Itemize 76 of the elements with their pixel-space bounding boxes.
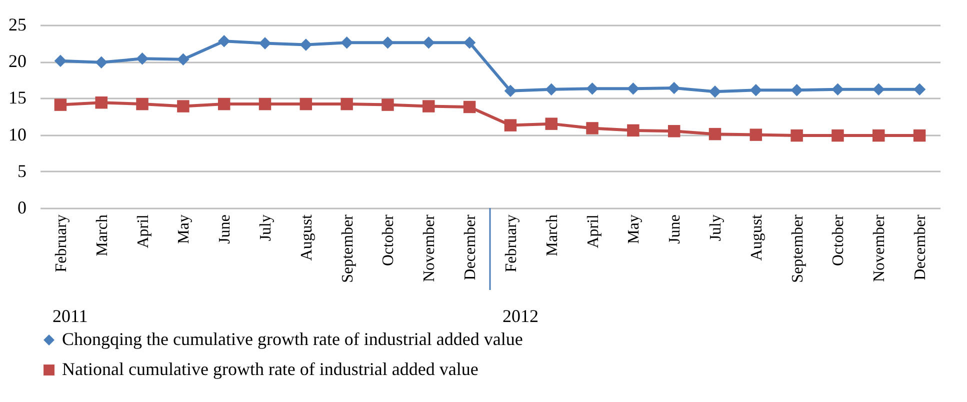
legend-label: Chongqing the cumulative growth rate of industrial added value (62, 329, 523, 349)
point (668, 125, 680, 138)
point (913, 129, 926, 142)
point (136, 98, 148, 110)
point (340, 36, 353, 49)
text: 2011 (52, 306, 88, 326)
point (708, 128, 722, 140)
point (545, 118, 558, 130)
point (790, 84, 803, 96)
point (340, 98, 353, 110)
point (463, 36, 476, 49)
legend-label: National cumulative growth rate of industrial added value (62, 359, 478, 379)
text: 2012 (502, 306, 538, 326)
point (872, 83, 885, 96)
x-tick-label: September (789, 214, 806, 283)
point (504, 119, 517, 132)
point (627, 82, 640, 95)
point (832, 129, 844, 142)
x-tick-label: March (94, 214, 111, 256)
point (463, 100, 476, 114)
point (832, 83, 844, 96)
point (300, 38, 312, 51)
x-tick-label: August (298, 214, 316, 261)
point (422, 36, 435, 49)
x-tick-label: October (830, 214, 848, 266)
point (504, 84, 517, 98)
point (422, 100, 435, 112)
point (382, 36, 394, 49)
x-tick-label: December (912, 214, 930, 280)
x-tick-label: December (462, 214, 480, 280)
point (668, 82, 680, 94)
y-tick-label: 25 (8, 14, 26, 34)
x-tick-label: May (626, 214, 643, 244)
point (54, 54, 67, 67)
point (750, 84, 762, 96)
point (913, 83, 926, 96)
y-tick-label: 0 (18, 198, 26, 218)
x-tick-label: August (748, 214, 766, 261)
x-tick-label: September (339, 214, 356, 283)
x-tick-label: March (544, 214, 561, 256)
x-tick-label: November (421, 214, 438, 282)
point (586, 122, 598, 134)
x-tick-label: November (871, 214, 888, 282)
point (136, 52, 148, 65)
x-tick-label: May (176, 214, 193, 244)
point (95, 56, 108, 68)
x-tick-label: February (52, 214, 70, 272)
y-tick-label: 5 (18, 160, 26, 181)
point (54, 98, 67, 111)
y-tick-label: 10 (8, 124, 26, 144)
point (218, 34, 230, 48)
point (95, 96, 108, 109)
point (790, 129, 803, 142)
point (300, 98, 312, 110)
x-tick-label: July (708, 214, 724, 242)
point (545, 83, 558, 96)
x-tick-label: April (134, 214, 152, 248)
x-tick-label: April (584, 214, 602, 248)
point (177, 53, 190, 66)
y-tick-label: 20 (8, 51, 26, 72)
point (750, 128, 762, 141)
x-tick-label: July (258, 214, 274, 242)
point (708, 85, 722, 98)
point (382, 98, 394, 111)
x-tick-label: June (666, 214, 684, 244)
point (627, 124, 640, 137)
point (258, 37, 272, 50)
x-tick-label: February (502, 214, 520, 272)
point (258, 98, 272, 110)
y-tick-label: 15 (8, 88, 26, 108)
point (586, 82, 598, 95)
point (218, 98, 230, 110)
point (872, 129, 885, 142)
point (177, 100, 190, 112)
x-tick-label: June (216, 214, 234, 244)
x-tick-label: October (380, 214, 398, 266)
